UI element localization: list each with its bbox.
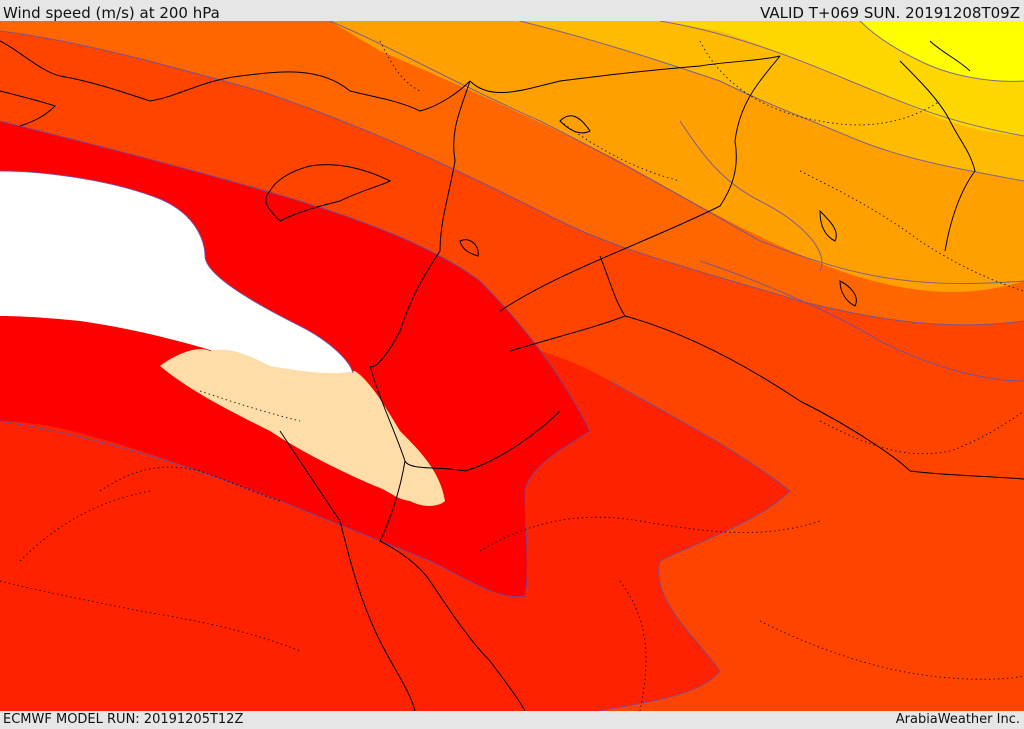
jet-core — [0, 171, 353, 377]
footer-bar — [0, 711, 1024, 729]
borders — [0, 40, 1024, 711]
map-title: Wind speed (m/s) at 200 hPa — [3, 4, 220, 22]
band-bright-yellow — [860, 21, 1024, 82]
model-run: ECMWF MODEL RUN: 20191205T12Z — [3, 712, 244, 727]
sand-region — [160, 349, 445, 506]
contour-lines — [0, 21, 1024, 711]
credit: ArabiaWeather Inc. — [895, 712, 1020, 727]
header-bar — [0, 0, 1024, 21]
valid-time: VALID T+069 SUN. 20191208T09Z — [760, 4, 1020, 22]
admin-boundaries — [0, 40, 1024, 711]
map-canvas — [0, 21, 1024, 711]
weather-map — [0, 21, 1024, 711]
